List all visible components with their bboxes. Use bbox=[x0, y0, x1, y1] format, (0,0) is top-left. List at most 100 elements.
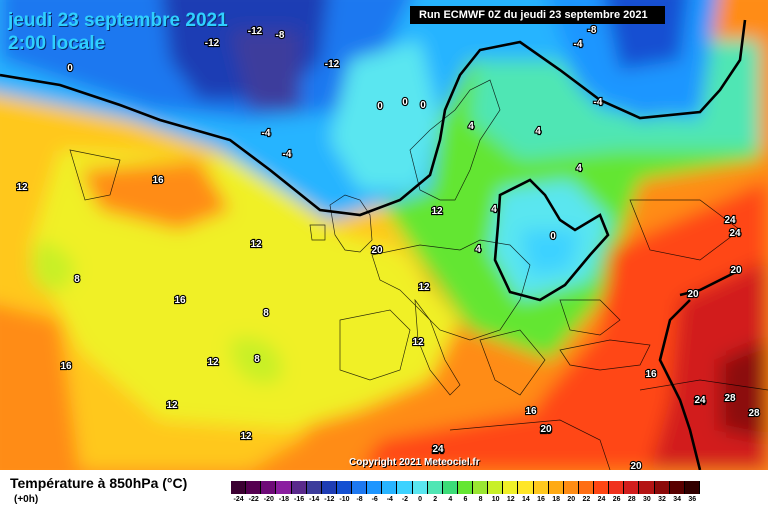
isotherm-label: 12 bbox=[207, 357, 219, 368]
color-scale-swatches bbox=[231, 481, 700, 494]
isotherm-label: -4 bbox=[594, 97, 603, 108]
isotherm-label: 16 bbox=[645, 369, 657, 380]
isotherm-label: -12 bbox=[325, 59, 340, 70]
color-swatch bbox=[442, 481, 458, 494]
scale-tick-label: 6 bbox=[463, 496, 468, 503]
isotherm-label: 24 bbox=[724, 215, 736, 226]
isotherm-label: -4 bbox=[574, 39, 583, 50]
isotherm-label: -4 bbox=[283, 149, 292, 160]
isotherm-label: 12 bbox=[412, 337, 424, 348]
isotherm-label: 20 bbox=[630, 461, 642, 470]
color-swatch bbox=[624, 481, 640, 494]
scale-tick-label: 4 bbox=[448, 496, 453, 503]
scale-tick-label: 8 bbox=[478, 496, 483, 503]
isotherm-label: 16 bbox=[152, 175, 164, 186]
legend-title: Température à 850hPa (°C) bbox=[10, 475, 188, 491]
color-swatch bbox=[412, 481, 428, 494]
color-swatch bbox=[382, 481, 398, 494]
isotherm-label: 20 bbox=[730, 265, 742, 276]
scale-tick-label: -20 bbox=[263, 496, 274, 503]
isotherm-label: 8 bbox=[74, 274, 80, 285]
scale-tick-label: 22 bbox=[582, 496, 591, 503]
color-swatch bbox=[518, 481, 534, 494]
scale-tick-label: -12 bbox=[324, 496, 335, 503]
isotherm-label: 12 bbox=[418, 282, 430, 293]
scale-tick-label: 0 bbox=[418, 496, 423, 503]
forecast-local-time: 2:00 locale bbox=[8, 33, 106, 54]
isotherm-label: -12 bbox=[205, 38, 220, 49]
color-swatch bbox=[669, 481, 685, 494]
scale-tick-label: 30 bbox=[643, 496, 651, 503]
isotherm-label: 12 bbox=[166, 400, 178, 411]
isotherm-label: 20 bbox=[371, 245, 383, 256]
forecast-date: jeudi 23 septembre 2021 bbox=[8, 10, 228, 31]
legend-subtitle: (+0h) bbox=[14, 494, 39, 505]
scale-tick-label: 26 bbox=[612, 496, 621, 503]
scale-tick-label: 32 bbox=[658, 496, 666, 503]
isotherm-label: 0 bbox=[402, 97, 408, 108]
color-swatch bbox=[533, 481, 549, 494]
isotherm-label: 24 bbox=[694, 395, 706, 406]
isotherm-label: 28 bbox=[748, 408, 760, 419]
scale-tick-label: 12 bbox=[506, 496, 515, 503]
isotherm-label: 16 bbox=[540, 425, 552, 436]
color-swatch bbox=[306, 481, 322, 494]
temperature-field bbox=[0, 0, 768, 470]
legend-footer: Température à 850hPa (°C) (+0h) -24 -22 -2… bbox=[0, 470, 768, 512]
scale-tick-label: -24 bbox=[233, 496, 244, 503]
isotherm-label: 24 bbox=[694, 396, 706, 407]
isotherm-label: 0 bbox=[67, 63, 73, 74]
color-swatch bbox=[578, 481, 594, 494]
color-swatch bbox=[246, 481, 262, 494]
scale-tick-label: 20 bbox=[567, 496, 576, 503]
color-swatch bbox=[291, 481, 307, 494]
scale-tick-label: 28 bbox=[627, 496, 636, 503]
color-swatch bbox=[276, 481, 292, 494]
color-swatch bbox=[397, 481, 413, 494]
scale-tick-label: -6 bbox=[371, 496, 378, 503]
isotherm-label: 20 bbox=[687, 289, 699, 300]
color-swatch bbox=[654, 481, 670, 494]
scale-tick-label: -18 bbox=[278, 496, 289, 503]
color-swatch bbox=[261, 481, 277, 494]
isotherm-label: 4 bbox=[491, 204, 497, 215]
isotherm-label: 24 bbox=[729, 228, 741, 239]
color-swatch bbox=[684, 481, 700, 494]
color-scale: -24 -22 -20 -18 -16 -14 -12 -10 -8 -6 -4 -2 0 2 4 6 8 10 1… bbox=[231, 481, 700, 503]
scale-tick-label: -22 bbox=[248, 496, 259, 503]
isotherm-label: 24 bbox=[432, 444, 444, 455]
color-swatch bbox=[352, 481, 368, 494]
scale-tick-label: 18 bbox=[552, 496, 561, 503]
isotherm-label: -8 bbox=[588, 25, 597, 36]
isotherm-label: 16 bbox=[525, 406, 537, 417]
coastlines bbox=[69, 79, 768, 470]
isotherm-label: 8 bbox=[263, 308, 269, 319]
color-swatch bbox=[548, 481, 564, 494]
scale-tick-label: 34 bbox=[673, 496, 682, 503]
color-swatch bbox=[336, 481, 352, 494]
scale-tick-label: 24 bbox=[597, 496, 606, 503]
scale-tick-label: -2 bbox=[401, 496, 409, 503]
isotherm-label: 16 bbox=[174, 295, 186, 306]
isotherms bbox=[0, 19, 747, 470]
scale-tick-label: -10 bbox=[339, 496, 350, 503]
color-swatch bbox=[427, 481, 443, 494]
isotherm-label: 4 bbox=[475, 244, 481, 255]
color-swatch bbox=[488, 481, 504, 494]
isotherm-label: 20 bbox=[540, 424, 552, 435]
isotherm-label: 0 bbox=[550, 231, 556, 242]
scale-tick-label: 2 bbox=[433, 496, 438, 503]
scale-tick-label: 36 bbox=[688, 496, 697, 503]
isotherm-label: 12 bbox=[431, 206, 443, 217]
scale-tick-label: -8 bbox=[356, 496, 363, 503]
scale-tick-label: -4 bbox=[386, 496, 393, 503]
color-swatch bbox=[457, 481, 473, 494]
scale-tick-label: 10 bbox=[491, 496, 500, 503]
isotherm-label: -4 bbox=[262, 128, 271, 139]
copyright-notice: Copyright 2021 Meteociel.fr bbox=[349, 457, 480, 468]
isotherm-label: 12 bbox=[240, 431, 252, 442]
color-swatch bbox=[367, 481, 383, 494]
isotherm-label: 0 bbox=[420, 100, 426, 111]
color-swatch bbox=[503, 481, 519, 494]
color-swatch bbox=[563, 481, 579, 494]
